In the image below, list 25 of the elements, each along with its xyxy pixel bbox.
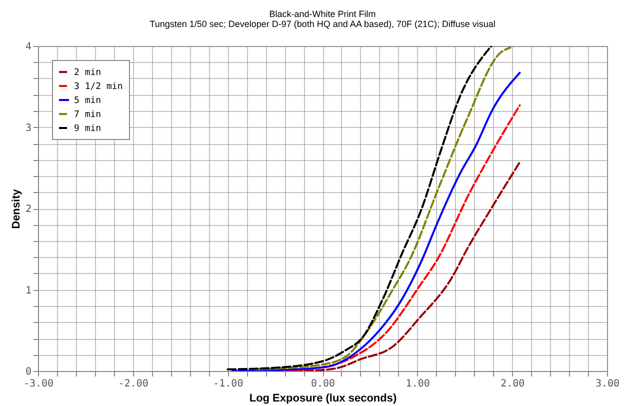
- legend-label: 3 1/2 min: [74, 82, 123, 92]
- y-axis-title: Density: [10, 188, 22, 229]
- y-tick-label: 3: [25, 122, 32, 134]
- y-tick-label: 2: [25, 204, 32, 215]
- legend-label: 7 min: [74, 110, 102, 120]
- legend-label: 9 min: [74, 124, 102, 134]
- x-tick-label: -2.00: [118, 378, 148, 390]
- x-tick-label: 3.00: [595, 378, 620, 390]
- y-tick-label: 0: [25, 366, 32, 378]
- x-tick-label: -1.00: [213, 378, 244, 390]
- x-tick-label: -3.00: [23, 378, 54, 390]
- line-series: [255, 46, 512, 370]
- y-tick-label: 4: [25, 42, 32, 52]
- chart-title: Black-and-White Print Film: [269, 9, 376, 19]
- line-series: [226, 46, 492, 370]
- x-axis-title: Log Exposure (lux seconds): [249, 392, 397, 404]
- x-tick-label: 0.00: [310, 378, 336, 390]
- x-tick-label: 2.00: [500, 378, 525, 390]
- y-tick-label: 1: [25, 285, 32, 296]
- chart-subtitle: Tungsten 1/50 sec; Developer D-97 (both HQ and AA based), 70F (21C); Diffuse visual: [150, 19, 496, 29]
- line-series: [293, 161, 521, 371]
- legend-label: 2 min: [74, 68, 102, 78]
- legend-label: 5 min: [74, 96, 102, 106]
- line-series: [231, 72, 521, 371]
- x-tick-label: 1.00: [406, 378, 430, 390]
